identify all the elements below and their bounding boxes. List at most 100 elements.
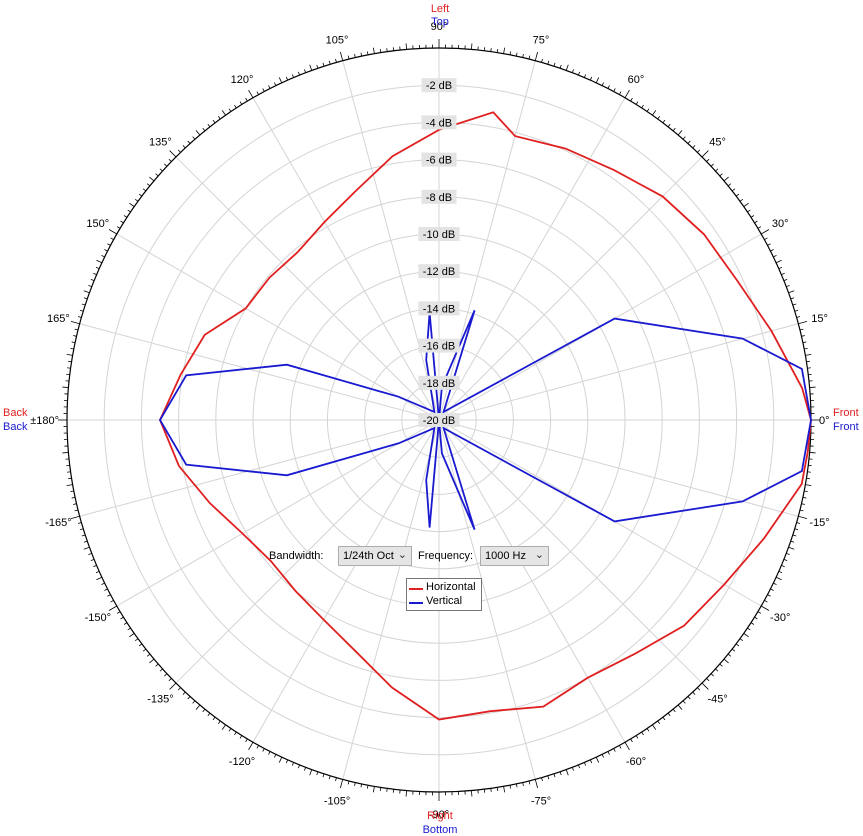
bandwidth-select[interactable]: 1/24th Oct ⌄	[338, 546, 412, 566]
angle-tick	[212, 119, 216, 124]
angle-tick	[159, 168, 163, 172]
db-label: -4 dB	[421, 115, 457, 130]
angle-tick	[379, 787, 382, 791]
angle-tick	[778, 266, 783, 270]
angle-tick	[107, 594, 111, 597]
angle-label: -90°	[429, 809, 449, 821]
angle-tick	[169, 150, 177, 158]
angle-tick	[618, 745, 622, 749]
db-label: -20 dB	[418, 413, 460, 427]
angle-tick	[662, 716, 666, 721]
angle-tick	[71, 496, 76, 499]
angle-tick	[182, 691, 186, 695]
grid-spoke	[438, 419, 626, 743]
angle-tick	[212, 716, 216, 721]
angle-tick	[81, 534, 86, 537]
angle-tick	[799, 328, 804, 331]
angle-label: -105°	[324, 796, 350, 808]
angle-tick	[195, 704, 201, 710]
angle-tick	[710, 673, 714, 677]
angle-tick	[278, 756, 283, 763]
angle-tick	[547, 775, 550, 780]
angle-tick	[120, 220, 124, 224]
angle-tick	[77, 316, 82, 318]
angle-tick	[503, 786, 506, 793]
angle-tick	[471, 43, 473, 50]
angle-tick	[291, 74, 295, 78]
angle-tick	[798, 321, 808, 325]
angle-tick	[146, 653, 151, 657]
angle-tick	[710, 163, 714, 167]
angle-tick	[735, 643, 740, 647]
angle-tick	[601, 754, 604, 758]
angle-tick	[297, 71, 301, 76]
angle-tick	[701, 682, 709, 690]
angle-tick	[775, 576, 782, 581]
chevron-down-icon: ⌄	[534, 549, 544, 561]
angle-tick	[682, 136, 686, 140]
angle-tick	[192, 136, 196, 140]
angle-tick	[773, 255, 777, 258]
angle-tick	[635, 735, 639, 739]
angle-tick	[692, 691, 696, 695]
direction-label-top-blue: Top	[431, 16, 449, 28]
angle-tick	[354, 782, 356, 786]
angle-tick	[104, 588, 108, 591]
angle-tick	[534, 51, 538, 61]
angle-label: 150°	[86, 218, 109, 230]
angle-tick	[750, 215, 755, 218]
angle-tick	[101, 255, 105, 258]
db-label-text: -8 dB	[426, 192, 452, 204]
angle-tick	[149, 658, 155, 664]
angle-tick	[285, 759, 289, 764]
angle-tick	[662, 119, 666, 124]
angle-tick	[687, 696, 691, 700]
angle-tick	[667, 712, 671, 717]
frequency-value: 1000 Hz	[485, 550, 526, 562]
angle-tick	[727, 183, 732, 187]
angle-tick	[767, 594, 771, 597]
angle-tick	[70, 490, 74, 493]
angle-tick	[228, 108, 232, 112]
grid-spoke	[342, 60, 440, 421]
angle-tick	[93, 272, 97, 276]
angle-tick	[177, 687, 181, 691]
angle-tick	[677, 130, 683, 136]
grid-spoke	[79, 323, 440, 421]
angle-tick	[155, 173, 159, 177]
angle-tick	[801, 335, 805, 337]
angle-tick	[108, 229, 118, 235]
angle-tick	[559, 64, 562, 69]
grid-spoke	[438, 156, 703, 421]
angle-tick	[802, 341, 807, 344]
db-label-text: -4 dB	[426, 117, 452, 129]
angle-tick	[715, 668, 719, 672]
angle-tick	[496, 787, 499, 791]
angle-tick	[565, 769, 569, 776]
angle-tick	[108, 605, 118, 611]
angle-tick	[646, 108, 650, 112]
angle-tick	[559, 771, 562, 776]
angle-label: 135°	[149, 136, 172, 148]
angle-tick	[781, 564, 785, 568]
angle-tick	[735, 193, 740, 197]
direction-label-right-blue: Front	[833, 421, 859, 433]
angle-tick	[73, 503, 77, 505]
angle-tick	[146, 183, 151, 187]
angle-tick	[571, 767, 574, 771]
angle-tick	[723, 658, 729, 664]
angle-tick	[792, 534, 797, 537]
angle-label: 15°	[811, 313, 828, 325]
db-label-bg	[421, 115, 457, 130]
direction-label-left-blue: Back	[3, 421, 28, 433]
direction-label-bottom-red: Right	[427, 810, 453, 822]
frequency-select[interactable]: 1000 Hz ⌄	[480, 546, 549, 566]
db-label: -10 dB	[418, 227, 460, 241]
angle-tick	[285, 76, 289, 81]
angle-tick	[202, 127, 206, 132]
angle-tick	[239, 101, 243, 105]
angle-tick	[79, 309, 84, 312]
angle-label: 30°	[772, 218, 789, 230]
angle-tick	[88, 552, 92, 555]
angle-tick	[366, 51, 369, 55]
